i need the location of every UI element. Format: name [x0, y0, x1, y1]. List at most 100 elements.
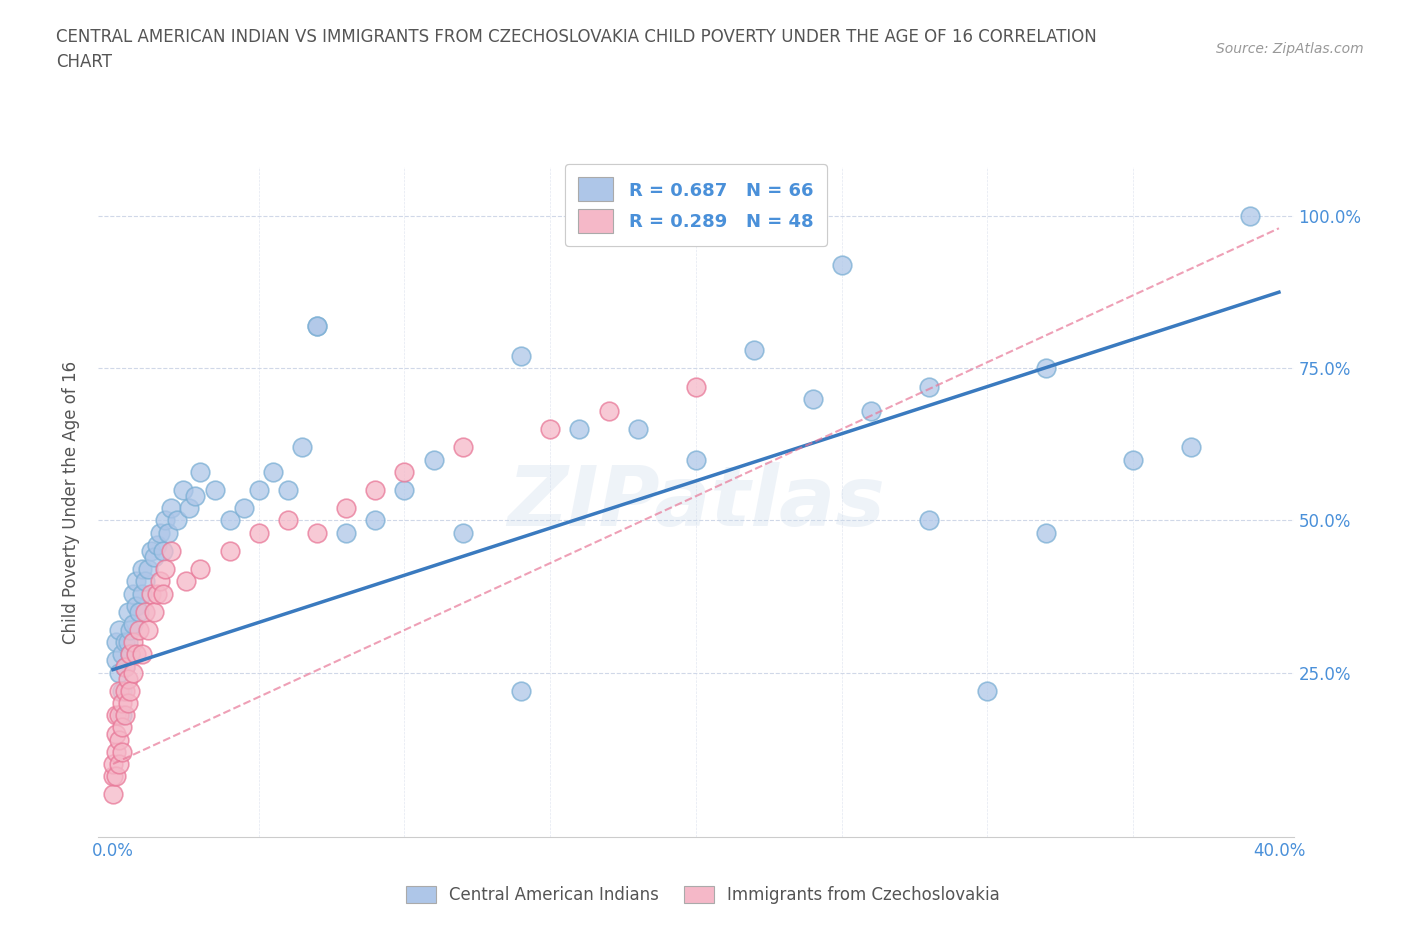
Point: [160, 543, 183, 558]
Point: [145, 538, 167, 552]
Point: [218, 513, 240, 528]
Point: [114, 708, 136, 723]
Point: [136, 622, 159, 637]
Text: ZIPatlas: ZIPatlas: [508, 461, 884, 543]
Point: [627, 421, 650, 436]
Point: [114, 659, 136, 674]
Point: [918, 379, 941, 394]
Point: [149, 574, 172, 589]
Point: [131, 562, 153, 577]
Point: [918, 513, 941, 528]
Point: [152, 543, 174, 558]
Point: [174, 574, 197, 589]
Point: [1239, 208, 1261, 223]
Point: [364, 513, 387, 528]
Point: [247, 483, 270, 498]
Point: [149, 525, 172, 540]
Point: [131, 586, 153, 601]
Point: [111, 744, 134, 759]
Point: [568, 421, 591, 436]
Point: [335, 501, 357, 516]
Point: [1122, 452, 1144, 467]
Point: [122, 635, 145, 650]
Point: [125, 647, 148, 662]
Point: [101, 769, 124, 784]
Point: [122, 617, 145, 631]
Legend: Central American Indians, Immigrants from Czechoslovakia: Central American Indians, Immigrants fro…: [398, 878, 1008, 912]
Point: [111, 684, 134, 698]
Point: [111, 720, 134, 735]
Point: [120, 622, 142, 637]
Point: [125, 598, 148, 613]
Point: [131, 647, 153, 662]
Point: [114, 659, 136, 674]
Point: [128, 622, 150, 637]
Point: [108, 622, 131, 637]
Point: [1035, 525, 1057, 540]
Point: [422, 452, 444, 467]
Point: [742, 342, 765, 357]
Point: [145, 586, 167, 601]
Point: [108, 665, 131, 680]
Point: [598, 404, 620, 418]
Point: [685, 379, 707, 394]
Point: [277, 483, 299, 498]
Point: [104, 708, 127, 723]
Point: [122, 665, 145, 680]
Point: [291, 440, 314, 455]
Point: [142, 604, 165, 619]
Point: [685, 452, 707, 467]
Point: [538, 421, 561, 436]
Point: [1035, 361, 1057, 376]
Point: [831, 258, 853, 272]
Point: [305, 318, 328, 333]
Point: [104, 769, 127, 784]
Point: [364, 483, 387, 498]
Point: [101, 756, 124, 771]
Point: [114, 635, 136, 650]
Point: [183, 488, 205, 503]
Point: [394, 483, 416, 498]
Point: [166, 513, 188, 528]
Point: [120, 684, 142, 698]
Y-axis label: Child Poverty Under the Age of 16: Child Poverty Under the Age of 16: [62, 361, 80, 644]
Point: [108, 756, 131, 771]
Point: [155, 562, 177, 577]
Point: [305, 318, 328, 333]
Point: [101, 787, 124, 802]
Point: [111, 708, 134, 723]
Legend: R = 0.687   N = 66, R = 0.289   N = 48: R = 0.687 N = 66, R = 0.289 N = 48: [565, 164, 827, 246]
Point: [139, 543, 162, 558]
Point: [114, 684, 136, 698]
Text: CENTRAL AMERICAN INDIAN VS IMMIGRANTS FROM CZECHOSLOVAKIA CHILD POVERTY UNDER TH: CENTRAL AMERICAN INDIAN VS IMMIGRANTS FR…: [56, 28, 1097, 71]
Point: [117, 671, 139, 686]
Point: [104, 635, 127, 650]
Point: [111, 696, 134, 711]
Point: [108, 732, 131, 747]
Point: [125, 574, 148, 589]
Point: [510, 349, 533, 364]
Point: [172, 483, 194, 498]
Point: [117, 696, 139, 711]
Point: [190, 562, 212, 577]
Point: [233, 501, 256, 516]
Point: [859, 404, 882, 418]
Point: [139, 586, 162, 601]
Point: [160, 501, 183, 516]
Point: [335, 525, 357, 540]
Point: [204, 483, 226, 498]
Point: [155, 513, 177, 528]
Point: [111, 647, 134, 662]
Point: [136, 562, 159, 577]
Point: [451, 440, 474, 455]
Point: [277, 513, 299, 528]
Point: [117, 604, 139, 619]
Point: [120, 647, 142, 662]
Point: [108, 684, 131, 698]
Point: [190, 464, 212, 479]
Point: [134, 604, 156, 619]
Point: [451, 525, 474, 540]
Point: [128, 604, 150, 619]
Point: [104, 653, 127, 668]
Point: [134, 574, 156, 589]
